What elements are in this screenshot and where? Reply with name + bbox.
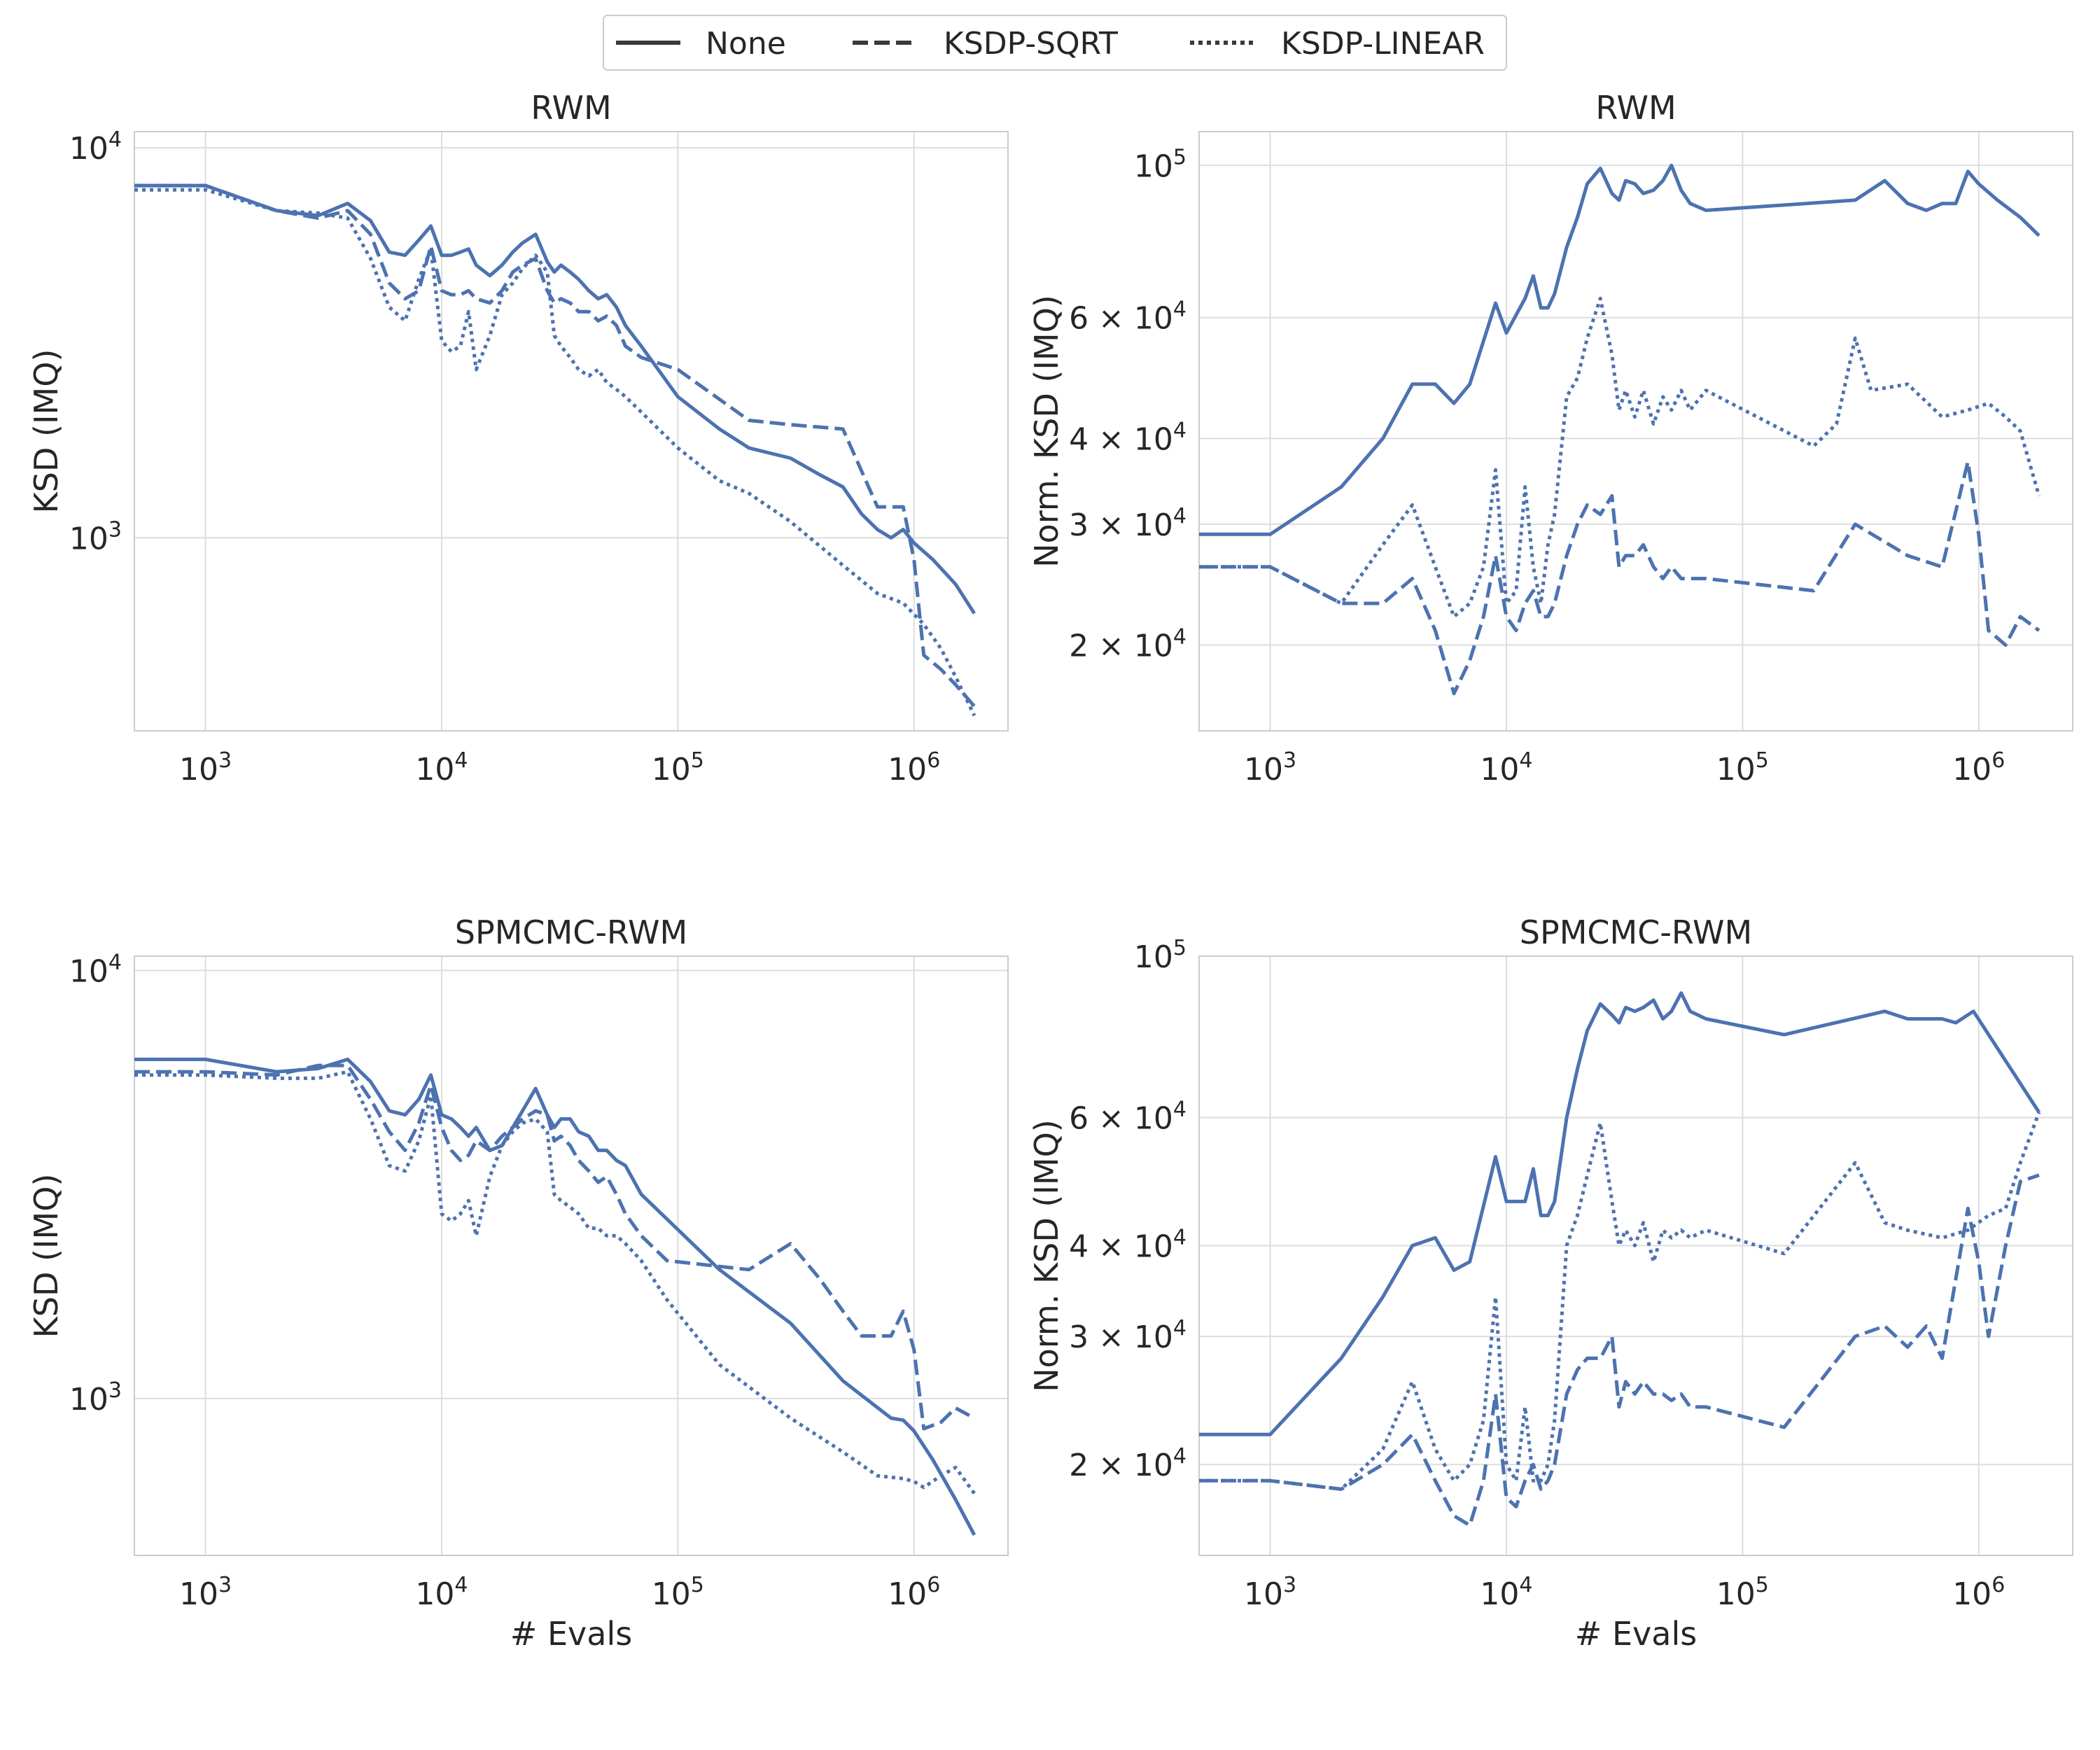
y-axis-label: KSD (IMQ) — [27, 1174, 65, 1338]
y-tick-label: 3 × 104 — [1069, 504, 1186, 543]
x-tick-label: 105 — [1716, 748, 1769, 788]
y-tick-label: 105 — [1134, 145, 1186, 184]
series-line-ksdp-linear — [134, 188, 976, 717]
panel-4: SPMCMC-RWM 103 104 105 106 2 × 104 3 × 104 4 × … — [1028, 913, 2073, 1653]
x-axis-label: # Evals — [1575, 1615, 1697, 1653]
series-group — [1199, 991, 2041, 1527]
series-line-none — [1199, 163, 2040, 536]
legend-label-ksdp-linear: KSDP-LINEAR — [1281, 26, 1485, 62]
x-tick-label: 105 — [652, 748, 704, 788]
legend-frame — [603, 15, 1507, 71]
y-tick-label: 4 × 104 — [1069, 418, 1186, 457]
x-tick-label: 103 — [179, 748, 232, 788]
plot-frame — [1198, 131, 2073, 732]
x-tick-label: 106 — [888, 748, 940, 788]
x-tick-label: 106 — [1952, 748, 2005, 788]
panel-1: RWM 103 104 105 106 103 104 KSD (IMQ) — [27, 89, 1009, 788]
y-tick-label: 104 — [69, 127, 122, 167]
panel-title: RWM — [1595, 89, 1676, 127]
series-line-ksdp-linear — [134, 1070, 976, 1494]
series-line-ksdp-sqrt — [134, 183, 976, 708]
panel-title: SPMCMC-RWM — [1520, 913, 1752, 951]
y-axis-label: Norm. KSD (IMQ) — [1028, 1119, 1065, 1392]
legend: None KSDP-SQRT KSDP-LINEAR — [603, 15, 1507, 71]
panel-3: SPMCMC-RWM 103 104 105 106 103 104 KSD (IMQ) # E… — [27, 913, 1009, 1653]
series-line-none — [1199, 991, 2040, 1436]
y-tick-label: 2 × 104 — [1069, 1444, 1186, 1483]
x-tick-label: 104 — [1480, 748, 1532, 788]
plot-frame — [134, 131, 1009, 732]
series-line-ksdp-sqrt — [1199, 460, 2040, 696]
y-axis-label: Norm. KSD (IMQ) — [1028, 295, 1065, 567]
x-axis-label: # Evals — [510, 1615, 632, 1653]
x-tick-label: 105 — [1716, 1573, 1769, 1612]
panel-title: RWM — [531, 89, 611, 127]
y-tick-label: 103 — [69, 1378, 122, 1418]
series-line-none — [134, 183, 976, 615]
x-tick-label: 103 — [1244, 1573, 1296, 1612]
y-tick-label: 105 — [1134, 936, 1186, 975]
y-axis-label: KSD (IMQ) — [27, 349, 65, 514]
series-group — [134, 1057, 976, 1536]
x-tick-label: 104 — [415, 1573, 468, 1612]
y-tick-label: 6 × 104 — [1069, 298, 1186, 337]
legend-label-none: None — [706, 26, 786, 62]
y-tick-label: 4 × 104 — [1069, 1225, 1186, 1264]
legend-label-ksdp-sqrt: KSDP-SQRT — [944, 26, 1118, 62]
series-line-ksdp-linear — [1199, 296, 2041, 619]
plot-frame — [134, 955, 1009, 1556]
x-tick-label: 104 — [1480, 1573, 1532, 1612]
series-group — [1199, 163, 2041, 696]
x-tick-label: 106 — [1952, 1573, 2005, 1612]
panel-title: SPMCMC-RWM — [455, 913, 687, 951]
series-line-none — [134, 1057, 976, 1536]
x-tick-label: 103 — [179, 1573, 232, 1612]
x-tick-label: 103 — [1244, 748, 1296, 788]
x-tick-label: 105 — [652, 1573, 704, 1612]
y-tick-label: 2 × 104 — [1069, 625, 1186, 664]
y-tick-label: 3 × 104 — [1069, 1316, 1186, 1355]
series-line-ksdp-linear — [1199, 1112, 2041, 1491]
y-tick-label: 104 — [69, 950, 122, 989]
series-group — [134, 183, 976, 717]
y-tick-label: 6 × 104 — [1069, 1097, 1186, 1136]
x-tick-label: 106 — [888, 1573, 940, 1612]
x-tick-label: 104 — [415, 748, 468, 788]
series-line-ksdp-sqrt — [134, 1063, 976, 1431]
series-line-ksdp-sqrt — [1199, 1173, 2040, 1527]
y-tick-label: 103 — [69, 517, 122, 556]
panels: RWM 103 104 105 106 103 104 KSD (IMQ) RWM 103 104 1… — [27, 89, 2073, 1653]
panel-2: RWM 103 104 105 106 2 × 104 3 × 104 4 × 104 6 × … — [1028, 89, 2073, 788]
plot-frame — [1198, 955, 2073, 1556]
